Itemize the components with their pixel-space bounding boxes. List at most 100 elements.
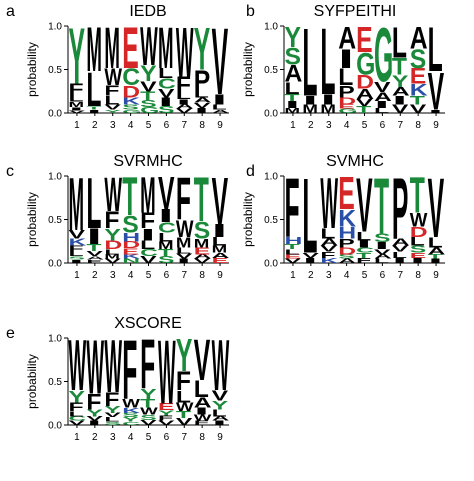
logo-letter-a: A xyxy=(356,87,374,103)
logo-letter-c: C xyxy=(69,415,87,422)
logo-letter-y: Y xyxy=(158,409,174,417)
logo-letter-a: A xyxy=(212,251,230,259)
logo-letter-p: P xyxy=(392,160,408,258)
logo-letter-d: D xyxy=(338,96,356,107)
logo-letter-v: V xyxy=(86,250,104,258)
x-tick-label: 1 xyxy=(74,270,80,281)
logo-letter-v: V xyxy=(374,248,392,256)
logo-letter-w: W xyxy=(176,215,194,243)
logo-letter-f: F xyxy=(140,326,155,405)
logo-letter-v: V xyxy=(428,162,445,256)
logo-letter-y: Y xyxy=(140,61,157,85)
x-tick-label: 9 xyxy=(217,270,223,281)
logo-letter-l: L xyxy=(104,248,119,256)
logo-letter-e: E xyxy=(158,401,175,412)
logo-letter-v: V xyxy=(140,419,158,427)
logo-letter-y: Y xyxy=(122,416,139,423)
logo-letter-w: W xyxy=(104,325,122,409)
logo-letter-i: I xyxy=(86,225,102,249)
y-tick-label: 0.0 xyxy=(48,259,62,270)
logo-letter-t: T xyxy=(356,251,371,259)
panel-title: SYFPEITHI xyxy=(314,3,397,20)
logo-letter-h: H xyxy=(122,231,140,245)
y-axis-label: probability xyxy=(241,192,255,247)
logo-letter-l: L xyxy=(69,251,84,258)
y-tick-label: 1.0 xyxy=(264,172,278,183)
logo-letter-a: A xyxy=(392,85,410,99)
x-tick-label: 4 xyxy=(344,270,350,281)
y-tick-label: 0.0 xyxy=(48,109,62,120)
logo-letter-g: G xyxy=(356,46,375,82)
logo-letter-d: D xyxy=(338,246,356,257)
logo-letter-s: S xyxy=(374,232,391,246)
y-tick-label: 0.5 xyxy=(264,65,278,76)
logo-letter-s: S xyxy=(122,212,138,239)
logo-letter-c: C xyxy=(140,247,158,258)
logo-letter-m: M xyxy=(158,240,174,252)
logo-letter-c: C xyxy=(122,64,140,91)
logo-letter-t: T xyxy=(285,243,300,251)
x-tick-label: 2 xyxy=(308,120,314,131)
x-tick-label: 4 xyxy=(128,120,134,131)
logo-letter-l: L xyxy=(356,230,371,244)
logo-letter-y: Y xyxy=(176,330,192,381)
logo-letter-y: Y xyxy=(104,404,121,415)
logo-letter-t: T xyxy=(410,94,425,108)
logo-letter-l: L xyxy=(158,66,173,82)
logo-letter-f: F xyxy=(104,207,119,234)
logo-letter-f: F xyxy=(69,81,84,98)
panel-title: IEDB xyxy=(129,3,166,20)
logo-letter-p: P xyxy=(194,65,211,97)
logo-letter-t: T xyxy=(140,89,155,103)
logo-letter-i: I xyxy=(392,257,408,265)
logo-letter-l: L xyxy=(410,235,425,249)
logo-panel-e: eXSCOREprobability0.00.51.01VCLFYW2IVYFW… xyxy=(6,315,230,443)
logo-letter-f: F xyxy=(320,250,335,260)
logo-letter-w: W xyxy=(410,210,428,231)
x-tick-label: 6 xyxy=(380,120,386,131)
logo-letter-k: K xyxy=(122,406,140,414)
logo-letter-w: W xyxy=(194,414,212,423)
logo-letter-l: L xyxy=(212,235,227,249)
logo-letter-v: V xyxy=(356,97,373,108)
logo-letter-d: D xyxy=(122,83,140,101)
logo-letter-a: A xyxy=(410,20,428,56)
logo-letter-l: L xyxy=(374,258,389,265)
logo-letter-i: I xyxy=(392,93,408,107)
logo-letter-v: V xyxy=(320,244,337,254)
logo-letter-v: V xyxy=(104,103,122,111)
x-tick-label: 4 xyxy=(128,432,134,443)
logo-letter-e: E xyxy=(410,251,426,259)
x-tick-label: 1 xyxy=(74,120,80,131)
x-tick-label: 7 xyxy=(181,432,187,443)
logo-letter-i: I xyxy=(86,420,102,427)
logo-letter-h: H xyxy=(338,224,356,242)
logo-letter-c: C xyxy=(158,76,176,92)
logo-letter-v: V xyxy=(410,102,427,116)
logo-letter-i: I xyxy=(86,109,102,114)
logo-letter-e: E xyxy=(338,168,354,219)
y-tick-label: 0.0 xyxy=(48,421,62,432)
logo-letter-e: E xyxy=(122,247,138,257)
logo-letter-t: T xyxy=(285,92,301,103)
logo-letter-t: T xyxy=(194,166,209,236)
logo-letter-v: V xyxy=(140,254,157,265)
logo-letter-k: K xyxy=(320,257,338,265)
x-tick-label: 2 xyxy=(92,270,98,281)
x-tick-label: 5 xyxy=(362,120,368,131)
logo-letter-k: K xyxy=(69,237,87,248)
x-tick-label: 3 xyxy=(326,120,332,131)
x-tick-label: 7 xyxy=(181,270,187,281)
logo-letter-s: S xyxy=(194,218,210,245)
logo-letter-v: V xyxy=(212,388,229,404)
logo-letter-s: S xyxy=(410,45,426,74)
logo-letter-c: C xyxy=(122,421,140,426)
logo-letter-l: L xyxy=(176,246,191,256)
x-tick-label: 4 xyxy=(344,120,350,131)
logo-letter-l: L xyxy=(302,158,317,276)
logo-letter-l: L xyxy=(338,64,353,91)
logo-letter-a: A xyxy=(212,415,230,422)
logo-letter-t: T xyxy=(86,105,101,110)
logo-letter-v: V xyxy=(158,420,175,427)
logo-letter-a: A xyxy=(86,255,104,260)
